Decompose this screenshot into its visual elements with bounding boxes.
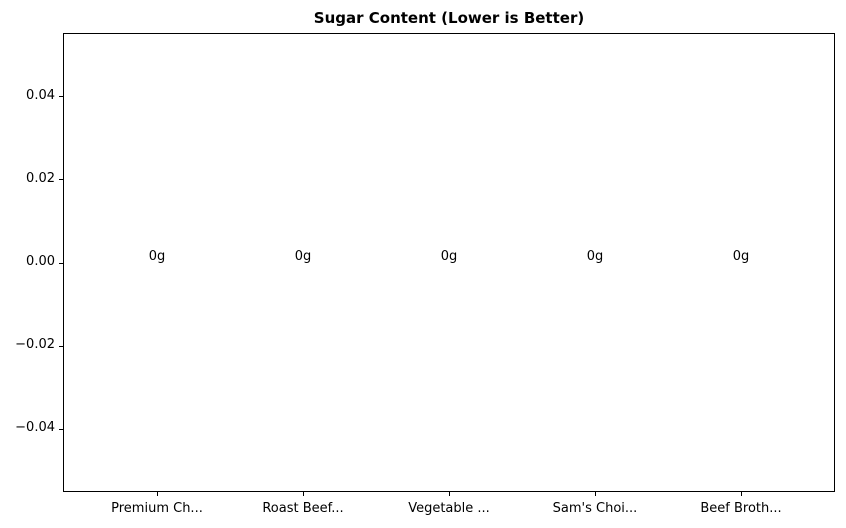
x-tick-label: Premium Ch... <box>111 501 203 516</box>
x-tick-mark <box>449 492 450 496</box>
y-tick-label: −0.02 <box>15 337 55 352</box>
bar-value-label: 0g <box>586 249 604 264</box>
bar-value-label: 0g <box>440 249 458 264</box>
x-tick-label: Sam's Choi... <box>552 501 638 516</box>
plot-area <box>63 33 835 492</box>
bar-value-label: 0g <box>148 249 166 264</box>
x-tick-label: Roast Beef... <box>262 501 344 516</box>
x-tick-label: Beef Broth... <box>700 501 782 516</box>
y-tick-label: 0.02 <box>26 171 55 186</box>
bar-value-label: 0g <box>294 249 312 264</box>
y-tick-label: 0.04 <box>26 88 55 103</box>
y-tick-mark <box>59 179 63 180</box>
y-tick-label: 0.00 <box>26 254 55 269</box>
bar-value-label: 0g <box>732 249 750 264</box>
x-tick-mark <box>303 492 304 496</box>
x-tick-mark <box>157 492 158 496</box>
x-tick-label: Vegetable ... <box>408 501 490 516</box>
y-tick-mark <box>59 429 63 430</box>
x-tick-mark <box>595 492 596 496</box>
y-tick-mark <box>59 346 63 347</box>
chart-title: Sugar Content (Lower is Better) <box>313 9 585 27</box>
x-tick-mark <box>741 492 742 496</box>
y-tick-label: −0.04 <box>15 420 55 435</box>
y-tick-mark <box>59 263 63 264</box>
y-tick-mark <box>59 96 63 97</box>
